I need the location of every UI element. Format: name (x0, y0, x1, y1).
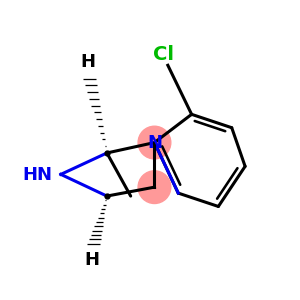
Text: N: N (147, 134, 162, 152)
Text: HN: HN (22, 166, 52, 184)
Circle shape (138, 126, 171, 159)
Circle shape (138, 171, 171, 203)
Text: H: H (80, 53, 95, 71)
Text: H: H (85, 251, 100, 269)
Text: Cl: Cl (153, 45, 174, 64)
